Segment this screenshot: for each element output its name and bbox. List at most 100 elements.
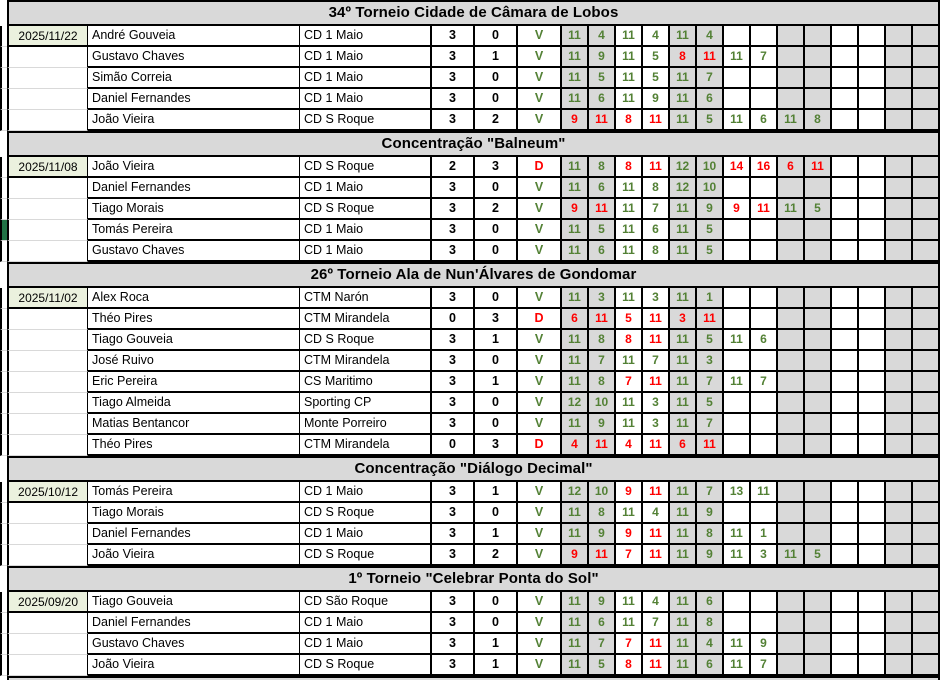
set-score-cell[interactable] [859,26,886,47]
result-cell[interactable]: V [518,288,562,309]
set-score-cell[interactable]: 5 [697,330,724,351]
set-score-cell[interactable]: 11 [697,47,724,68]
set-score-cell[interactable] [778,372,805,393]
set-score-cell[interactable] [832,288,859,309]
set-score-cell[interactable]: 11 [670,524,697,545]
result-cell[interactable]: V [518,634,562,655]
set-score-cell[interactable] [913,351,940,372]
sets-lost-cell[interactable]: 2 [475,545,518,566]
set-score-cell[interactable]: 11 [616,47,643,68]
sets-won-cell[interactable]: 3 [432,503,475,524]
result-cell[interactable]: V [518,26,562,47]
club-cell[interactable]: Sporting CP [300,393,432,414]
set-score-cell[interactable]: 5 [697,110,724,131]
set-score-cell[interactable] [913,47,940,68]
set-score-cell[interactable] [859,351,886,372]
set-score-cell[interactable]: 7 [616,545,643,566]
sets-won-cell[interactable]: 3 [432,393,475,414]
set-score-cell[interactable] [805,26,832,47]
set-score-cell[interactable] [859,414,886,435]
sets-won-cell[interactable]: 3 [432,545,475,566]
set-score-cell[interactable] [913,435,940,456]
set-score-cell[interactable] [913,220,940,241]
set-score-cell[interactable]: 6 [697,89,724,110]
set-score-cell[interactable]: 10 [589,393,616,414]
date-cell[interactable] [7,545,88,566]
set-score-cell[interactable] [751,351,778,372]
set-score-cell[interactable]: 7 [697,372,724,393]
set-score-cell[interactable]: 5 [697,220,724,241]
set-score-cell[interactable]: 11 [616,613,643,634]
set-score-cell[interactable]: 11 [562,414,589,435]
set-score-cell[interactable] [832,241,859,262]
club-cell[interactable]: CD S Roque [300,655,432,676]
set-score-cell[interactable] [886,524,913,545]
set-score-cell[interactable]: 11 [589,199,616,220]
set-score-cell[interactable]: 11 [616,592,643,613]
date-cell[interactable] [7,414,88,435]
set-score-cell[interactable] [805,178,832,199]
set-score-cell[interactable]: 11 [670,414,697,435]
date-cell[interactable] [7,330,88,351]
set-score-cell[interactable]: 11 [562,503,589,524]
set-score-cell[interactable]: 11 [616,351,643,372]
set-score-cell[interactable]: 8 [643,178,670,199]
set-score-cell[interactable] [913,592,940,613]
set-score-cell[interactable]: 3 [589,288,616,309]
club-cell[interactable]: CTM Mirandela [300,351,432,372]
club-cell[interactable]: CD S Roque [300,157,432,178]
result-cell[interactable]: V [518,655,562,676]
set-score-cell[interactable]: 6 [589,178,616,199]
set-score-cell[interactable]: 11 [670,199,697,220]
sets-won-cell[interactable]: 3 [432,351,475,372]
result-cell[interactable]: D [518,435,562,456]
set-score-cell[interactable] [724,241,751,262]
set-score-cell[interactable]: 11 [616,393,643,414]
set-score-cell[interactable] [751,393,778,414]
set-score-cell[interactable] [832,178,859,199]
set-score-cell[interactable] [886,241,913,262]
set-score-cell[interactable] [778,26,805,47]
sets-won-cell[interactable]: 3 [432,330,475,351]
result-cell[interactable]: V [518,330,562,351]
set-score-cell[interactable]: 11 [724,524,751,545]
set-score-cell[interactable] [751,503,778,524]
date-cell[interactable]: 2025/11/08 [7,157,88,178]
sets-lost-cell[interactable]: 1 [475,524,518,545]
set-score-cell[interactable] [913,372,940,393]
set-score-cell[interactable] [859,220,886,241]
set-score-cell[interactable] [913,545,940,566]
set-score-cell[interactable]: 3 [670,309,697,330]
set-score-cell[interactable]: 8 [589,330,616,351]
set-score-cell[interactable]: 11 [562,592,589,613]
club-cell[interactable]: CS Maritimo [300,372,432,393]
set-score-cell[interactable]: 11 [724,330,751,351]
player-name-cell[interactable]: João Vieira [88,545,300,566]
player-name-cell[interactable]: Tomás Pereira [88,220,300,241]
set-score-cell[interactable] [778,414,805,435]
set-score-cell[interactable] [859,372,886,393]
set-score-cell[interactable] [913,393,940,414]
set-score-cell[interactable] [859,47,886,68]
player-name-cell[interactable]: Tiago Gouveia [88,592,300,613]
set-score-cell[interactable] [778,435,805,456]
set-score-cell[interactable] [859,330,886,351]
set-score-cell[interactable] [913,178,940,199]
set-score-cell[interactable]: 8 [589,503,616,524]
set-score-cell[interactable]: 11 [724,655,751,676]
club-cell[interactable]: CD S Roque [300,330,432,351]
set-score-cell[interactable]: 4 [562,435,589,456]
set-score-cell[interactable]: 11 [616,178,643,199]
set-score-cell[interactable]: 8 [616,157,643,178]
set-score-cell[interactable] [886,503,913,524]
set-score-cell[interactable]: 5 [697,393,724,414]
set-score-cell[interactable] [913,482,940,503]
set-score-cell[interactable] [724,351,751,372]
set-score-cell[interactable] [805,288,832,309]
set-score-cell[interactable]: 5 [589,68,616,89]
set-score-cell[interactable]: 4 [643,503,670,524]
set-score-cell[interactable]: 11 [670,330,697,351]
set-score-cell[interactable] [886,288,913,309]
set-score-cell[interactable]: 8 [616,330,643,351]
set-score-cell[interactable]: 11 [562,241,589,262]
